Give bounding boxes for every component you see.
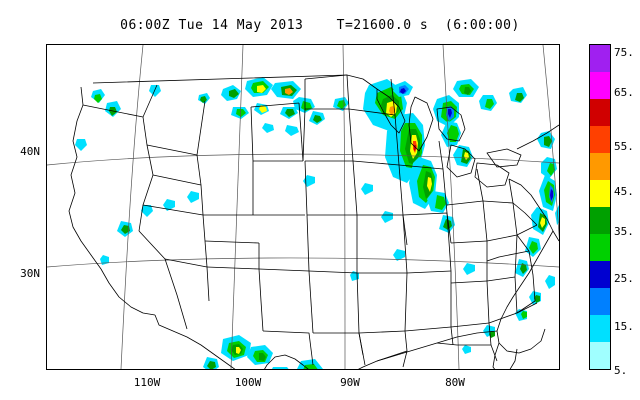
radar-cluster-south-texas xyxy=(203,335,323,369)
xtick-label-80w: 80W xyxy=(445,376,465,389)
colorbar-segment-darkred xyxy=(590,98,610,126)
colorbar-segment-red xyxy=(590,125,610,153)
radar-reflectivity-layer xyxy=(75,77,559,369)
colorbar-segment-cyan xyxy=(590,314,610,342)
ytick-label-30n: 30N xyxy=(20,267,40,280)
colorbar-segment-green xyxy=(590,233,610,261)
colorbar-tick-75: 75. xyxy=(614,46,634,59)
xtick-label-90w: 90W xyxy=(340,376,360,389)
colorbar-tick-35: 35. xyxy=(614,225,634,238)
map-svg xyxy=(47,45,559,369)
colorbar-tick-65: 65. xyxy=(614,86,634,99)
map-plot-area xyxy=(46,44,560,370)
ytick-label-40n: 40N xyxy=(20,145,40,158)
colorbar-tick-55: 55. xyxy=(614,140,634,153)
colorbar-segment-yellow xyxy=(590,179,610,207)
colorbar-tick-5: 5. xyxy=(614,364,628,377)
colorbar-segment-blue xyxy=(590,287,610,315)
xtick-label-110w: 110W xyxy=(133,376,161,389)
colorbar-tick-25: 25. xyxy=(614,272,634,285)
colorbar-segment-darkblue xyxy=(590,260,610,288)
colorbar-segment-darkgreen xyxy=(590,206,610,234)
radar-cluster-northeast xyxy=(515,131,559,321)
colorbar-tick-45: 45. xyxy=(614,185,634,198)
colorbar xyxy=(589,44,611,370)
colorbar-tick-15: 15. xyxy=(614,320,634,333)
xtick-label-100w: 100W xyxy=(234,376,262,389)
colorbar-segment-lightcyan xyxy=(590,341,610,369)
radar-cluster-west xyxy=(75,85,495,354)
map-graticule xyxy=(47,45,559,369)
colorbar-segment-orange xyxy=(590,152,610,180)
radar-cluster-great-lakes xyxy=(363,79,527,233)
radar-cluster-northern-plains xyxy=(198,77,349,136)
colorbar-segment-magenta xyxy=(590,71,610,99)
chart-title: 06:00Z Tue 14 May 2013 T=21600.0 s (6:00… xyxy=(120,18,520,33)
map-boundaries xyxy=(68,74,559,369)
colorbar-segment-purple xyxy=(590,45,610,72)
